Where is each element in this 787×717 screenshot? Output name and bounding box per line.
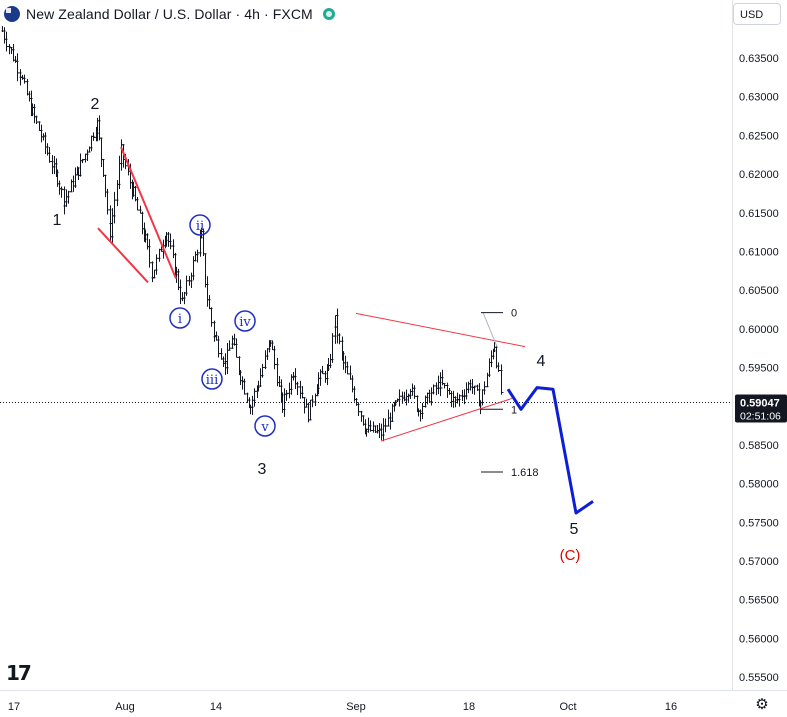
axis-borders (0, 0, 787, 691)
price-axis[interactable]: 0.63500 0.63000 0.62500 0.62000 0.61500 0.610… (739, 53, 779, 684)
trendline (120, 146, 177, 279)
wave-label-minor-circle (169, 307, 191, 329)
wave-label-minor-circle (201, 368, 223, 390)
x-tick-label: Aug (115, 701, 135, 713)
wave-label-major: 5 (570, 521, 579, 538)
fib-connector (482, 312, 498, 347)
nzd-flag-icon (4, 6, 20, 22)
x-tick-label: Sep (346, 701, 366, 713)
y-tick-label: 0.59500 (739, 363, 779, 375)
y-tick-label: 0.58000 (739, 479, 779, 491)
market-status-icon[interactable] (322, 8, 335, 20)
price-badge-countdown: 02:51:06 (740, 411, 781, 423)
currency-select[interactable]: USD (733, 3, 781, 25)
wave-label-major: 1 (53, 212, 62, 229)
wave-label-minor: ii (196, 219, 204, 234)
fib-level-label: 1.618 (511, 467, 539, 479)
trendline (355, 312, 526, 348)
y-tick-label: 0.57500 (739, 517, 779, 529)
y-tick-label: 0.56000 (739, 633, 779, 645)
trendline (97, 227, 149, 284)
y-tick-label: 0.60500 (739, 285, 779, 297)
candles (1, 26, 504, 442)
trendlines[interactable] (97, 146, 526, 442)
chart-header: New Zealand Dollar / U.S. Dollar · 4h · … (0, 0, 335, 28)
wave-label-c: (C) (560, 547, 581, 564)
x-tick-label: 17 (8, 701, 20, 713)
time-axis[interactable]: 17 Aug 14 Sep 18 Oct 16 (8, 701, 677, 713)
x-tick-label: 14 (210, 701, 222, 713)
x-tick-label: Oct (559, 701, 576, 713)
y-tick-label: 0.55500 (739, 672, 779, 684)
wave-label-minor: v (260, 420, 269, 435)
fib-level-label: 0 (511, 308, 517, 320)
x-tick-label: 16 (665, 701, 677, 713)
wave-label-major: 3 (258, 461, 267, 478)
y-tick-label: 0.63500 (739, 53, 779, 65)
tradingview-logo-icon[interactable]: 17 (6, 661, 32, 685)
y-tick-label: 0.61500 (739, 208, 779, 220)
wave-label-major: 2 (91, 96, 100, 113)
y-tick-label: 0.57000 (739, 556, 779, 568)
y-tick-label: 0.62500 (739, 130, 779, 142)
wave-label-minor-circle (189, 214, 211, 236)
x-tick-label: 18 (463, 701, 475, 713)
projection-path[interactable] (506, 386, 594, 515)
price-badge-value: 0.59047 (740, 398, 780, 410)
wave-label-minor-circle (234, 310, 256, 332)
wave-label-major: 4 (537, 353, 546, 370)
fib-extension[interactable]: 0 1 1.618 (481, 308, 539, 479)
fib-level-label: 1 (511, 404, 517, 416)
y-tick-label: 0.56500 (739, 595, 779, 607)
y-tick-label: 0.62000 (739, 169, 779, 181)
y-tick-label: 0.61000 (739, 246, 779, 258)
symbol-title[interactable]: New Zealand Dollar / U.S. Dollar · 4h · … (26, 6, 313, 22)
gear-icon[interactable]: ⚙ (755, 696, 769, 713)
price-badge: 0.59047 02:51:06 (735, 394, 787, 423)
y-tick-label: 0.63000 (739, 92, 779, 104)
wave-label-minor: iv (239, 315, 251, 330)
wave-label-minor-circle (254, 415, 276, 437)
y-tick-label: 0.58500 (739, 440, 779, 452)
wave-label-minor: i (178, 312, 182, 327)
y-tick-label: 0.60000 (739, 324, 779, 336)
trendline (380, 397, 513, 442)
wave-label-minor: iii (206, 373, 218, 388)
